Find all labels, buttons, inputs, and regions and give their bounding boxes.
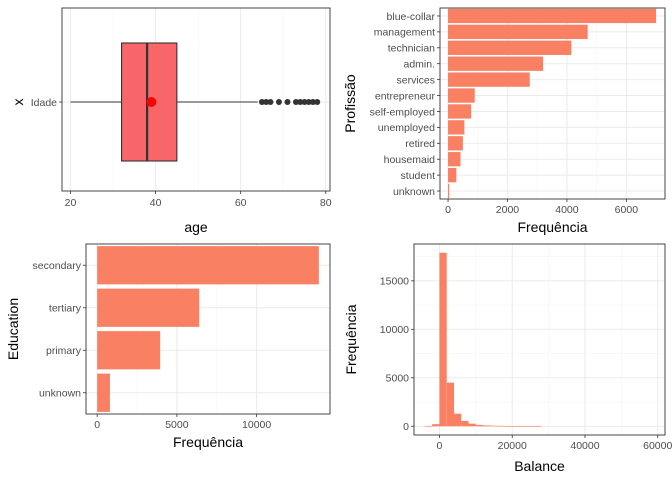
x-tick-label: 2000	[496, 204, 520, 216]
outlier-point	[297, 99, 304, 105]
bar-admin-	[448, 56, 544, 71]
x-tick-label: 0	[94, 419, 100, 431]
y-tick-label: admin.	[403, 59, 435, 71]
x-tick-label: 80	[320, 197, 332, 209]
y-tick-label: unemployed	[378, 122, 435, 134]
panel-background	[62, 8, 330, 191]
y-tick-label: retired	[405, 138, 435, 150]
outlier-point	[258, 99, 265, 105]
bar-self-employed	[448, 104, 472, 119]
bar-unknown	[448, 183, 450, 199]
y-tick-label: entrepreneur	[375, 90, 436, 102]
x-tick-label: 60000	[643, 440, 672, 452]
y-axis-title: Education	[5, 298, 21, 360]
y-axis-title: x	[10, 99, 26, 106]
x-tick-label: 0	[437, 440, 443, 452]
bar-student	[448, 167, 457, 183]
outlier-point	[301, 99, 308, 105]
panel-background	[414, 244, 665, 435]
histogram-bar	[439, 252, 447, 427]
x-axis-title: Frequência	[517, 219, 587, 235]
balance-histogram-panel: 0 20000 40000 60000 0 5000 10000 15000 Balance Fr…	[343, 243, 672, 474]
histogram-bar	[526, 426, 535, 427]
histogram-bar	[468, 423, 476, 427]
x-axis-title: Frequência	[173, 434, 243, 450]
histogram-bar	[519, 426, 527, 427]
histogram-bar	[512, 426, 520, 427]
x-tick-label: 10000	[242, 419, 271, 431]
bar-retired	[448, 136, 463, 151]
bar-technician	[448, 40, 572, 55]
outlier-point	[305, 99, 312, 105]
y-tick-label: services	[396, 74, 435, 86]
y-axis-title: Frequência	[343, 304, 359, 374]
x-axis-title: Balance	[514, 458, 565, 474]
histogram-bar	[534, 426, 542, 427]
x-tick-label: 20	[65, 197, 77, 209]
histogram-bar	[483, 425, 491, 427]
outlier-point	[275, 99, 282, 105]
mean-point	[146, 97, 157, 107]
x-tick-label: 60	[235, 197, 247, 209]
y-tick-label: 0	[403, 421, 409, 433]
outlier-point	[314, 99, 321, 105]
panel-border	[85, 243, 331, 415]
y-tick-label: unknown	[393, 186, 435, 198]
bar-unknown	[97, 373, 110, 412]
histogram-bar	[497, 425, 505, 427]
y-tick-label: self-employed	[370, 106, 436, 118]
bar-entrepreneur	[448, 88, 475, 103]
outlier-point	[284, 99, 291, 105]
bar-housemaid	[448, 152, 461, 167]
education-bar-panel: 0 5000 10000 secondary tertiary primary unknow…	[5, 243, 331, 450]
x-tick-label: 4000	[555, 204, 579, 216]
histogram-bar	[454, 413, 462, 427]
panel-border	[61, 7, 331, 192]
profession-bar-panel: 0 2000 4000 6000 blue-collar management techni…	[342, 7, 666, 235]
y-tick-label: 15000	[380, 276, 409, 288]
y-tick-label: tertiary	[49, 303, 82, 315]
outlier-point	[263, 99, 270, 105]
y-tick-label: technician	[388, 43, 435, 55]
x-tick-label: 20000	[498, 440, 527, 452]
histogram-bar	[432, 424, 440, 427]
outlier-point	[267, 99, 274, 105]
histogram-bar	[490, 425, 498, 427]
panel-border	[439, 7, 666, 200]
age-boxplot-panel: 20 40 60 80 Idade age x	[10, 7, 332, 235]
outlier-point	[292, 99, 299, 105]
x-tick-label: 0	[445, 204, 451, 216]
x-axis-title: age	[184, 219, 208, 235]
bar-management	[448, 24, 588, 40]
y-axis-title: Profissão	[342, 74, 358, 133]
y-tick-label: blue-collar	[387, 11, 436, 23]
outlier-point	[309, 99, 316, 105]
histogram-bar	[504, 426, 513, 427]
y-tick-label: management	[374, 27, 435, 39]
y-tick-label: 5000	[386, 373, 410, 385]
histogram-bar	[475, 424, 484, 427]
bar-tertiary	[97, 288, 200, 327]
x-tick-label: 40	[150, 197, 162, 209]
bar-secondary	[97, 246, 319, 285]
histogram-bar	[424, 426, 433, 427]
histogram-bar	[461, 420, 469, 427]
y-tick-label: primary	[46, 345, 82, 357]
histogram-bar	[446, 382, 455, 427]
panel-border	[413, 243, 666, 436]
y-tick-label: unknown	[39, 388, 81, 400]
y-tick-label: housemaid	[384, 154, 436, 166]
x-tick-label: 40000	[570, 440, 599, 452]
bar-unemployed	[448, 120, 465, 135]
x-tick-label: 5000	[165, 419, 189, 431]
y-tick-label: 10000	[380, 324, 409, 336]
x-tick-label: 6000	[615, 204, 639, 216]
y-tick-label: secondary	[33, 260, 82, 272]
bar-blue-collar	[448, 8, 657, 24]
bar-primary	[97, 331, 161, 370]
bar-services	[448, 72, 530, 87]
y-tick-label: student	[401, 170, 436, 182]
y-tick-label: Idade	[31, 97, 57, 109]
